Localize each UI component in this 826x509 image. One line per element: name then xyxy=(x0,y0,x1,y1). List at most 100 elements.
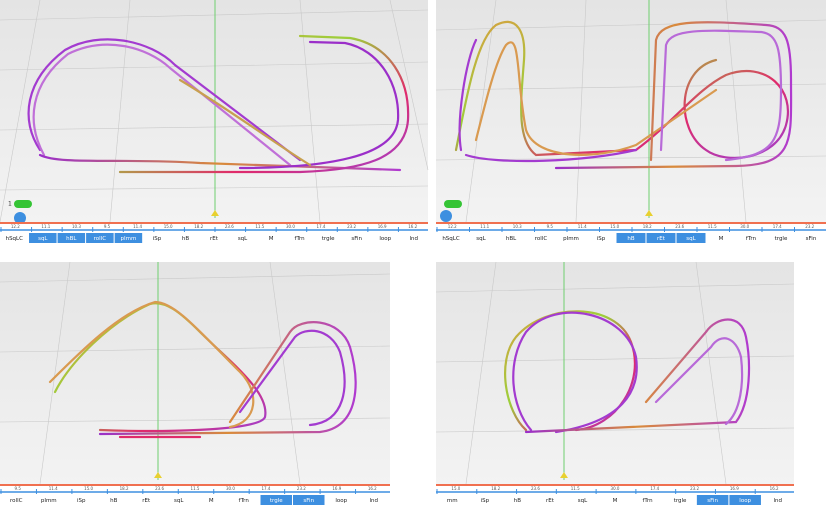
timeline-segment[interactable] xyxy=(257,233,285,243)
timeline-segment[interactable] xyxy=(0,233,29,243)
segment-label[interactable]: rollC xyxy=(94,236,107,242)
timeline-segment[interactable] xyxy=(676,233,706,243)
segment-label[interactable]: lnd xyxy=(773,498,782,504)
timeline-segment[interactable] xyxy=(496,233,526,243)
timeline-segment[interactable] xyxy=(599,495,631,505)
timeline-segment[interactable] xyxy=(616,233,646,243)
timeline-segment[interactable] xyxy=(466,233,496,243)
segment-label[interactable]: hB xyxy=(514,498,521,504)
timeline-segment[interactable] xyxy=(736,233,766,243)
timeline-segment[interactable] xyxy=(314,233,342,243)
segment-label[interactable]: fTrn xyxy=(642,498,653,504)
segment-label[interactable]: trgle xyxy=(322,236,335,242)
segment-label[interactable]: fTrn xyxy=(746,236,757,242)
segment-label[interactable]: sqL xyxy=(578,498,588,504)
segment-label[interactable]: iSp xyxy=(597,236,606,242)
segment-label[interactable]: sqL xyxy=(38,236,48,242)
segment-label[interactable]: rollC xyxy=(10,498,23,504)
segment-label[interactable]: hBL xyxy=(66,236,77,242)
segment-label[interactable]: trgle xyxy=(674,498,687,504)
timeline-segment[interactable] xyxy=(358,495,390,505)
timeline-segment[interactable] xyxy=(766,233,796,243)
segment-label[interactable]: iSp xyxy=(481,498,490,504)
timeline-segment[interactable] xyxy=(371,233,399,243)
segment-label[interactable]: iSp xyxy=(77,498,86,504)
timeline-segment[interactable] xyxy=(664,495,696,505)
segment-label[interactable]: hB xyxy=(627,236,634,242)
timeline-segment[interactable] xyxy=(436,233,466,243)
segment-label[interactable]: hB xyxy=(182,236,189,242)
timeline-segment[interactable] xyxy=(228,495,260,505)
timeline-segment[interactable] xyxy=(526,233,556,243)
timeline-segment[interactable] xyxy=(556,233,586,243)
timeline-segment[interactable] xyxy=(566,495,599,505)
segment-label[interactable]: M xyxy=(209,498,214,504)
timeline-segment[interactable] xyxy=(501,495,534,505)
segment-label[interactable]: sFin xyxy=(806,236,817,242)
segment-label[interactable]: fTrn xyxy=(295,236,306,242)
timeline-segment[interactable] xyxy=(399,233,428,243)
timeline-segment[interactable] xyxy=(761,495,794,505)
segment-label[interactable]: rollC xyxy=(535,236,548,242)
segment-label[interactable]: rEt xyxy=(142,498,151,504)
segment-label[interactable]: sFin xyxy=(707,498,718,504)
timeline-segment[interactable] xyxy=(98,495,130,505)
segment-label[interactable]: sFin xyxy=(303,498,314,504)
segment-label[interactable]: hSqLC xyxy=(6,236,24,242)
timeline-segment[interactable] xyxy=(57,233,86,243)
timeline-segment[interactable] xyxy=(195,495,228,505)
timeline-segment[interactable] xyxy=(469,495,501,505)
timeline-segment[interactable] xyxy=(114,233,143,243)
timeline-segment[interactable] xyxy=(646,233,676,243)
segment-label[interactable]: M xyxy=(269,236,274,242)
segment-label[interactable]: rEt xyxy=(657,236,666,242)
segment-label[interactable]: trgle xyxy=(775,236,788,242)
timeline-segment[interactable] xyxy=(696,495,729,505)
timeline-segment[interactable] xyxy=(33,495,65,505)
timeline-segment[interactable] xyxy=(534,495,566,505)
timeline-segment[interactable] xyxy=(706,233,736,243)
timeline-segment[interactable] xyxy=(86,233,114,243)
segment-label[interactable]: pImm xyxy=(120,236,136,242)
segment-label[interactable]: lnd xyxy=(409,236,418,242)
timeline-segment[interactable] xyxy=(342,233,371,243)
timeline-segment[interactable] xyxy=(0,495,33,505)
timeline-segment[interactable] xyxy=(796,233,826,243)
segment-label[interactable]: M xyxy=(613,498,618,504)
timeline-segment[interactable] xyxy=(729,495,761,505)
timeline-segment[interactable] xyxy=(200,233,228,243)
timeline-segment[interactable] xyxy=(171,233,200,243)
segment-label[interactable]: M xyxy=(719,236,724,242)
segment-label[interactable]: rEt xyxy=(210,236,219,242)
segment-label[interactable]: loop xyxy=(739,498,751,504)
segment-label[interactable]: sFin xyxy=(351,236,362,242)
timeline-segment[interactable] xyxy=(436,495,469,505)
timeline-segment[interactable] xyxy=(325,495,358,505)
segment-label[interactable]: hB xyxy=(110,498,117,504)
segment-label[interactable]: loop xyxy=(335,498,347,504)
segment-label[interactable]: sqL xyxy=(174,498,184,504)
segment-label[interactable]: hBL xyxy=(506,236,517,242)
segment-label[interactable]: fTrn xyxy=(239,498,250,504)
timeline-segment[interactable] xyxy=(631,495,664,505)
timeline-segment[interactable] xyxy=(228,233,257,243)
segment-label[interactable]: lnd xyxy=(369,498,378,504)
timeline-segment[interactable] xyxy=(260,495,293,505)
timeline-segment[interactable] xyxy=(163,495,195,505)
timeline-segment[interactable] xyxy=(285,233,314,243)
segment-label[interactable]: hSqLC xyxy=(442,236,460,242)
segment-label[interactable]: sqL xyxy=(476,236,486,242)
segment-label[interactable]: pImm xyxy=(41,498,57,504)
segment-label[interactable]: sqL xyxy=(238,236,248,242)
segment-label[interactable]: sqL xyxy=(686,236,696,242)
timeline-segment[interactable] xyxy=(586,233,616,243)
segment-label[interactable]: rEt xyxy=(546,498,555,504)
timeline-segment[interactable] xyxy=(293,495,325,505)
timeline-segment[interactable] xyxy=(65,495,98,505)
timeline-segment[interactable] xyxy=(143,233,171,243)
segment-label[interactable]: pImm xyxy=(563,236,579,242)
timeline-segment[interactable] xyxy=(29,233,57,243)
segment-label[interactable]: iSp xyxy=(153,236,162,242)
timeline-segment[interactable] xyxy=(130,495,163,505)
segment-label[interactable]: mm xyxy=(447,498,458,504)
